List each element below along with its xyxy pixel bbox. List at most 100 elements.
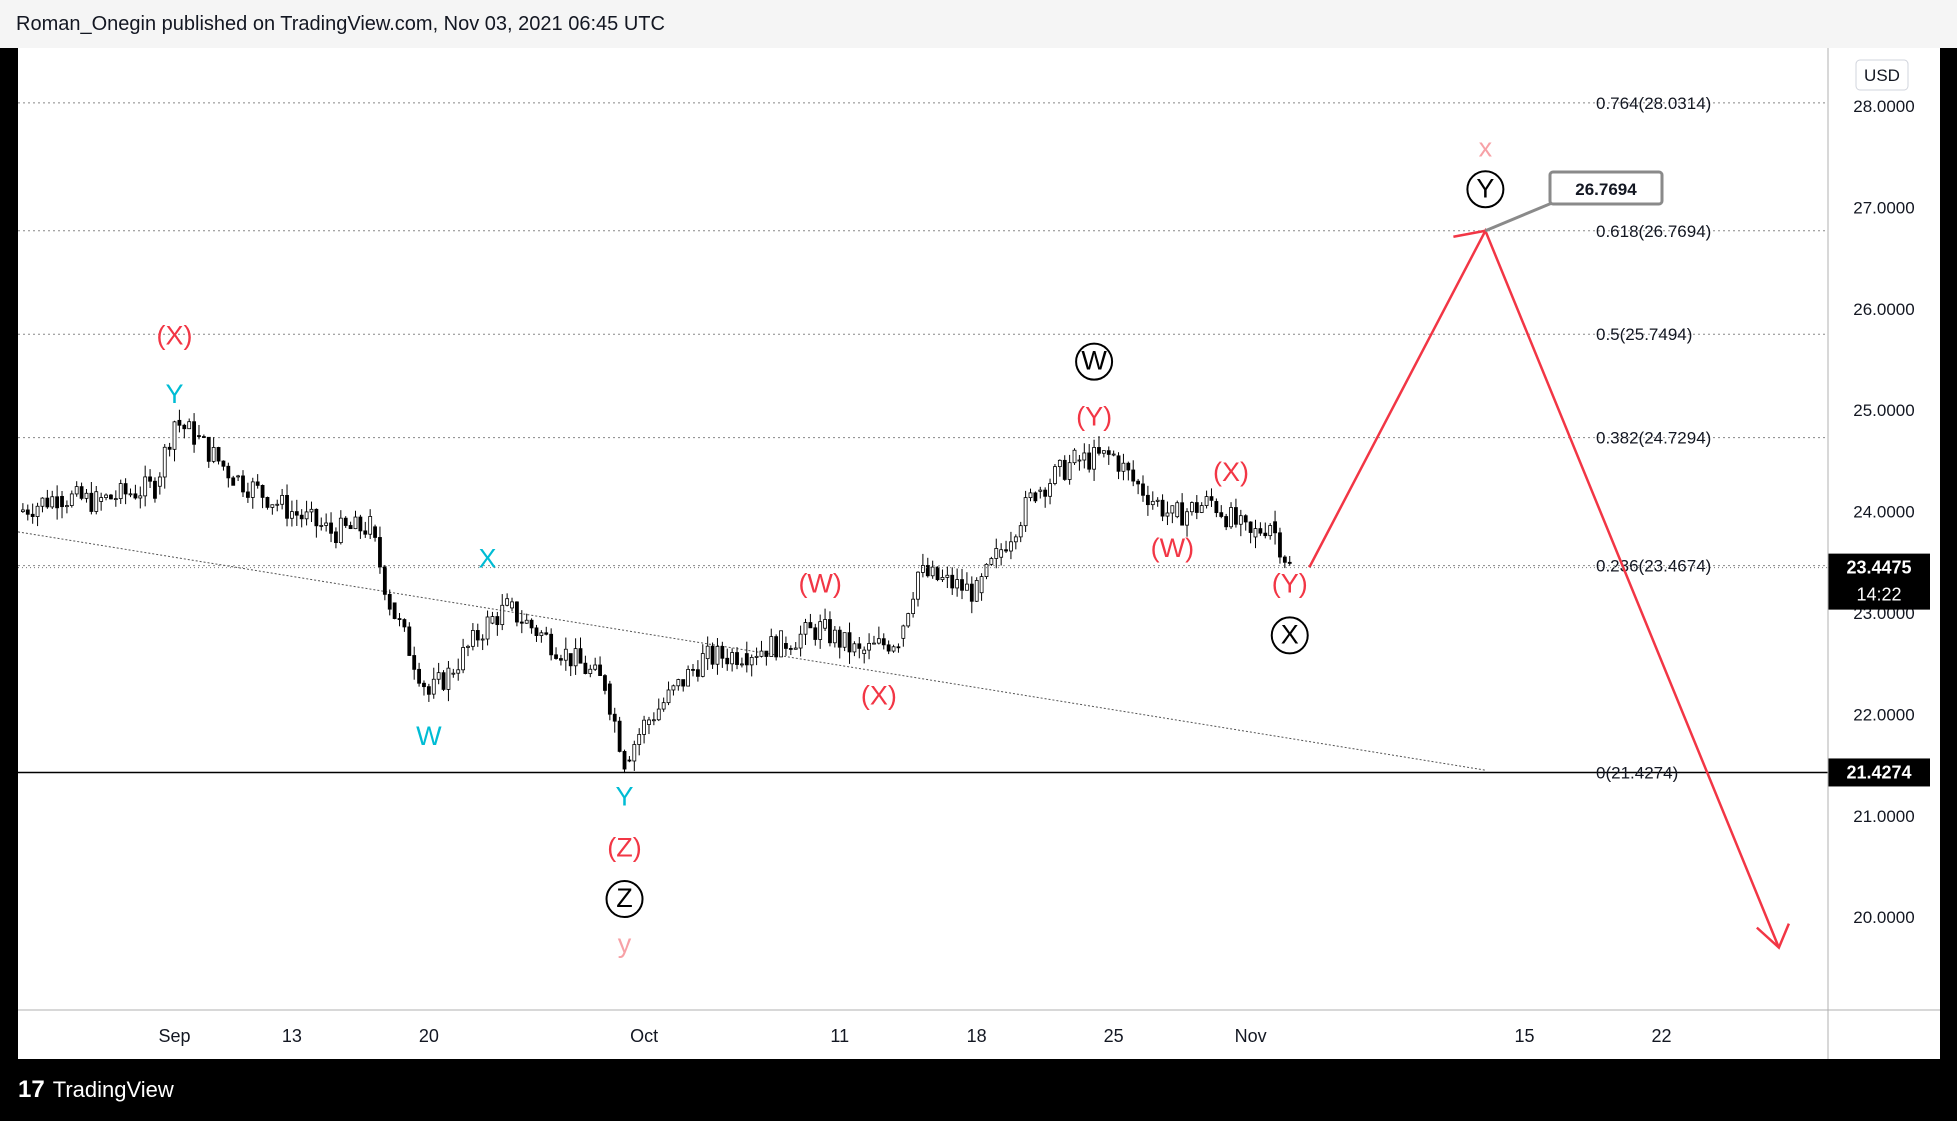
wave-label: y — [618, 929, 632, 959]
candle-body — [451, 672, 456, 675]
price-tick-label: 24.0000 — [1853, 503, 1914, 522]
candle-body — [1185, 511, 1189, 526]
candle-body — [314, 508, 319, 527]
candle-body — [1067, 462, 1072, 480]
candle-body — [275, 503, 280, 506]
candle-body — [906, 613, 911, 627]
candle-body — [319, 525, 324, 527]
wave-label: (X) — [1213, 457, 1249, 487]
candle-body — [769, 636, 774, 657]
candle-body — [955, 579, 960, 589]
candle-body — [515, 601, 519, 623]
candle-body — [177, 419, 182, 426]
candle-body — [549, 633, 554, 656]
candle-body — [686, 669, 691, 687]
time-axis[interactable]: Sep 13 20 Oct 11 18 25 Nov 15 22 — [159, 1026, 1672, 1046]
candle-body — [407, 626, 412, 656]
candle-body — [270, 504, 275, 508]
wave-label: W — [416, 721, 442, 751]
candle-body — [192, 421, 196, 445]
candle-body — [725, 657, 730, 665]
candle-body — [691, 669, 695, 671]
candle-body — [20, 509, 25, 513]
candle-body — [226, 465, 231, 479]
candle-body — [842, 632, 847, 648]
candle-body — [250, 481, 255, 498]
candle-body — [79, 486, 84, 499]
candle-body — [588, 668, 593, 674]
time-tick-label: Nov — [1235, 1026, 1267, 1046]
candle-body — [417, 668, 421, 684]
candle-body — [759, 650, 764, 657]
candle-body — [622, 751, 627, 770]
candle-body — [65, 505, 69, 508]
candle-body — [1013, 536, 1018, 543]
currency-button[interactable]: USD — [1855, 59, 1909, 91]
price-tick-label: 22.0000 — [1853, 705, 1914, 724]
price-tick-label: 27.0000 — [1853, 198, 1914, 217]
candle-body — [1190, 502, 1194, 513]
wave-label: Z — [616, 883, 633, 913]
candle-body — [500, 604, 505, 626]
candle-body — [627, 759, 632, 762]
candle-body — [138, 495, 143, 499]
candle-body — [1048, 483, 1052, 497]
candle-body — [441, 672, 446, 690]
candle-body — [563, 648, 568, 661]
candle-body — [231, 477, 236, 486]
peak-tick — [1453, 229, 1486, 239]
candle-body — [309, 508, 314, 513]
candle-body — [1131, 469, 1136, 482]
fib-level-label: 0(21.4274) — [1596, 763, 1678, 782]
candle-body — [123, 483, 128, 495]
wave-label: X — [1281, 619, 1299, 649]
candle-body — [343, 517, 348, 526]
candle-body — [1057, 459, 1062, 468]
candle-body — [612, 713, 617, 722]
low-price-badge — [1828, 758, 1930, 787]
candle-body — [30, 513, 35, 517]
candle-body — [862, 649, 867, 654]
candle-body — [55, 496, 60, 509]
candle-body — [201, 436, 206, 438]
candle-body — [896, 646, 901, 649]
candle-body — [206, 436, 211, 462]
candle-body — [1097, 447, 1101, 454]
candle-body — [916, 571, 920, 600]
candle-body — [989, 558, 994, 565]
footer-bar: 17 TradingView — [0, 1059, 1957, 1121]
currency-label: USD — [1864, 66, 1900, 85]
candle-body — [172, 421, 177, 450]
candle-body — [466, 645, 470, 648]
wave-label-circle — [1466, 170, 1505, 209]
candle-body — [651, 719, 656, 722]
candle-body — [148, 476, 152, 482]
time-tick-label: Oct — [630, 1026, 658, 1046]
candle-body — [779, 630, 783, 658]
candle-body — [35, 505, 40, 517]
candle-body — [495, 616, 500, 626]
candle-body — [334, 531, 338, 544]
candle-body — [720, 646, 725, 659]
candle-body — [1268, 525, 1273, 537]
candle-body — [1243, 515, 1248, 523]
candle-body — [808, 622, 813, 629]
price-axis[interactable]: 28.000027.000026.000025.000024.000023.00… — [18, 97, 1930, 927]
time-tick-label: 22 — [1651, 1026, 1671, 1046]
time-tick-label: 15 — [1515, 1026, 1535, 1046]
candle-body — [832, 629, 837, 644]
fib-level-label: 0.5(25.7494) — [1596, 325, 1692, 344]
candle-body — [197, 435, 201, 437]
wave-label: W — [1081, 346, 1107, 376]
tradingview-logo-icon: 17 — [18, 1076, 45, 1103]
candle-body — [387, 593, 392, 610]
candle-body — [475, 630, 480, 641]
candle-body — [74, 486, 79, 495]
candle-body — [461, 647, 466, 671]
candle-body — [637, 734, 642, 745]
price-chart[interactable]: 0.764(28.0314) 0.618(26.7694) 0.5(25.7494)… — [0, 48, 1957, 1059]
candle-body — [1082, 452, 1087, 461]
candle-body — [994, 548, 999, 559]
candle-body — [290, 511, 294, 519]
candle-body — [1194, 502, 1199, 513]
